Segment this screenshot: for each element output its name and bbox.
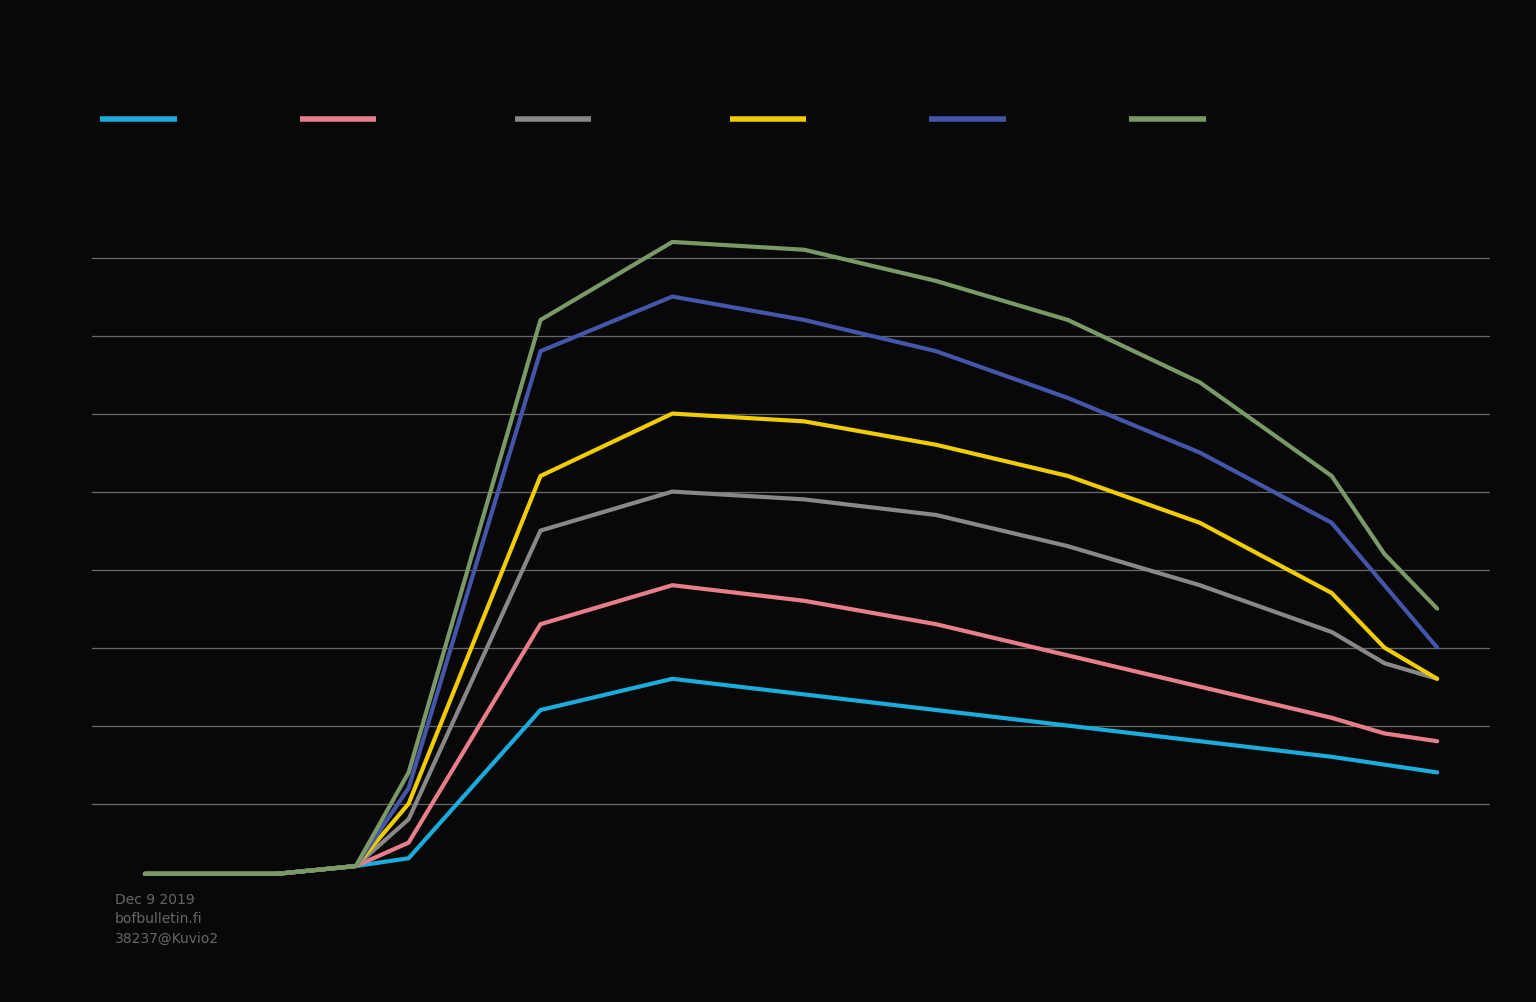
- Text: Dec 9 2019
bofbulletin.fi
38237@Kuvio2: Dec 9 2019 bofbulletin.fi 38237@Kuvio2: [115, 892, 220, 945]
